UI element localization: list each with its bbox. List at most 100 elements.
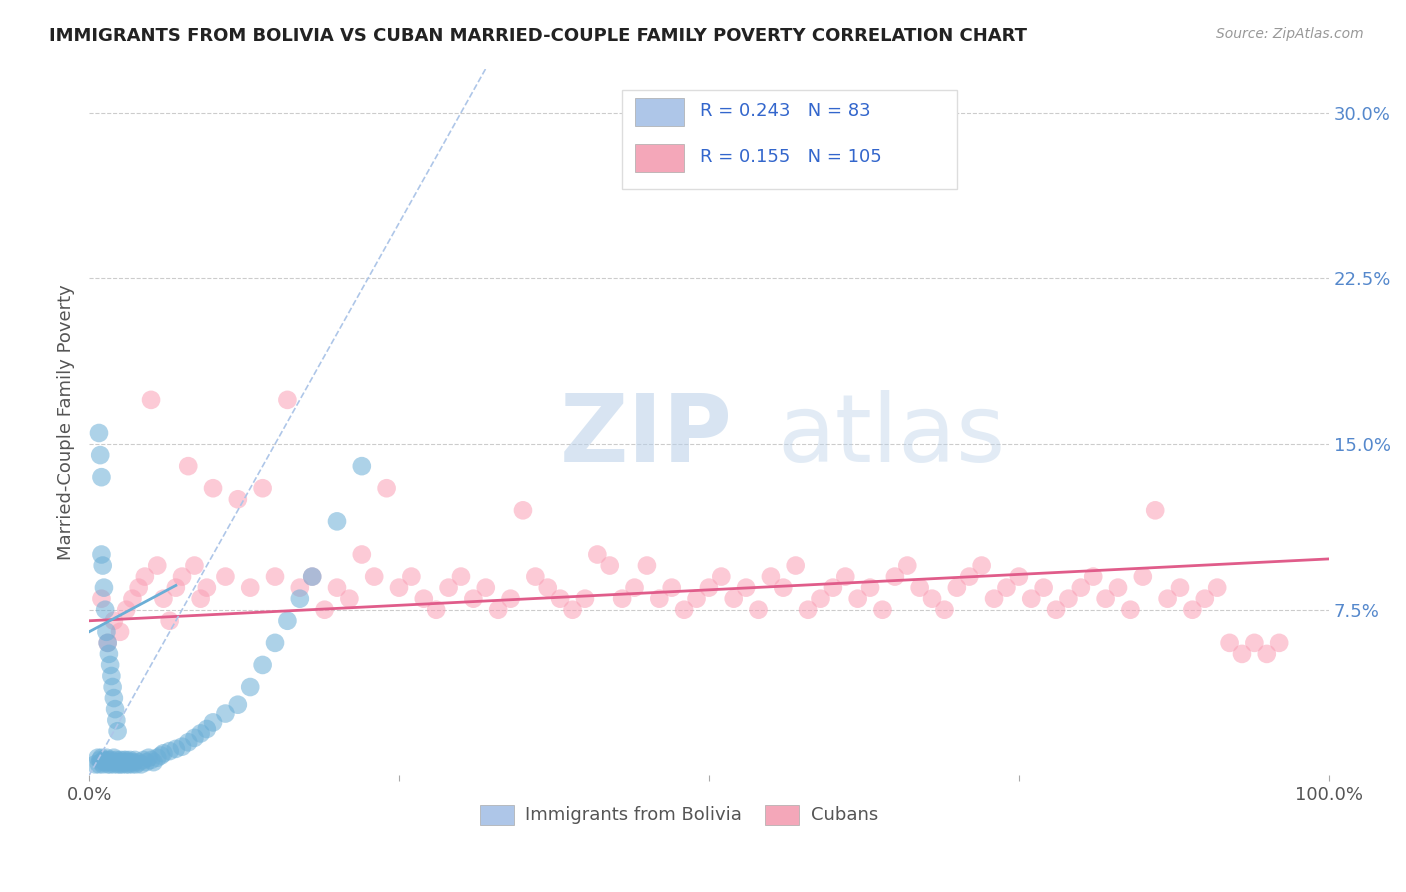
Point (1268, 636, 1291, 650)
Point (108, 753, 131, 767)
Point (1094, 591, 1116, 606)
Point (896, 558, 918, 573)
Point (152, 747, 174, 761)
Text: R = 0.243   N = 83: R = 0.243 N = 83 (700, 102, 870, 120)
Point (264, 569, 287, 583)
Point (226, 698, 249, 712)
Point (239, 581, 262, 595)
Point (195, 722, 218, 736)
Point (103, 750, 125, 764)
FancyBboxPatch shape (765, 805, 800, 825)
Point (375, 481, 398, 495)
Point (146, 558, 169, 573)
Point (1070, 581, 1092, 595)
Point (1243, 636, 1265, 650)
Point (524, 569, 547, 583)
Point (183, 558, 205, 573)
Point (170, 569, 193, 583)
Point (685, 591, 707, 606)
Point (115, 603, 138, 617)
Point (276, 614, 298, 628)
Point (132, 753, 155, 767)
Point (159, 744, 181, 758)
Point (142, 755, 165, 769)
Point (288, 581, 311, 595)
Point (388, 581, 411, 595)
Point (90, 755, 112, 769)
Text: IMMIGRANTS FROM BOLIVIA VS CUBAN MARRIED-COUPLE FAMILY POVERTY CORRELATION CHART: IMMIGRANTS FROM BOLIVIA VS CUBAN MARRIED… (49, 27, 1028, 45)
Point (226, 492, 249, 507)
Point (412, 591, 434, 606)
Point (1168, 581, 1191, 595)
FancyBboxPatch shape (634, 145, 685, 172)
Point (202, 715, 225, 730)
Point (100, 669, 122, 683)
Point (107, 724, 129, 739)
Point (97, 636, 120, 650)
Point (165, 581, 187, 595)
Point (946, 581, 969, 595)
Point (995, 581, 1018, 595)
Point (252, 481, 274, 495)
Text: Immigrants from Bolivia: Immigrants from Bolivia (526, 806, 742, 824)
Point (934, 603, 956, 617)
Point (1008, 569, 1031, 583)
Point (735, 581, 758, 595)
Point (104, 755, 127, 769)
Point (1206, 581, 1229, 595)
Point (214, 706, 236, 721)
Point (623, 581, 645, 595)
Point (108, 624, 131, 639)
FancyBboxPatch shape (621, 90, 957, 189)
Point (834, 569, 856, 583)
Point (94, 603, 117, 617)
Point (810, 591, 832, 606)
Point (252, 657, 274, 672)
Point (93, 753, 115, 767)
Point (115, 757, 138, 772)
Point (118, 753, 141, 767)
Point (159, 614, 181, 628)
Point (97, 636, 120, 650)
Point (177, 459, 200, 474)
Point (908, 581, 931, 595)
Point (1256, 647, 1278, 661)
Point (239, 680, 262, 694)
Point (859, 581, 882, 595)
Point (103, 691, 125, 706)
Point (883, 569, 905, 583)
Point (90, 548, 112, 562)
Point (89, 753, 111, 767)
Point (90, 470, 112, 484)
Point (87, 757, 110, 772)
Point (139, 753, 162, 767)
Point (90, 750, 112, 764)
Point (1019, 591, 1042, 606)
Point (94, 755, 117, 769)
Point (610, 591, 633, 606)
Point (165, 742, 187, 756)
Point (100, 753, 122, 767)
Point (574, 591, 596, 606)
Point (108, 757, 131, 772)
Point (276, 392, 298, 407)
Point (1156, 591, 1178, 606)
Point (673, 603, 696, 617)
Point (401, 569, 423, 583)
Point (98, 657, 121, 672)
Y-axis label: Married-Couple Family Poverty: Married-Couple Family Poverty (58, 284, 75, 560)
Point (87, 750, 110, 764)
Point (339, 591, 361, 606)
Point (190, 726, 212, 740)
Point (301, 569, 323, 583)
Point (1083, 569, 1105, 583)
Point (124, 753, 146, 767)
Text: Cubans: Cubans (811, 806, 877, 824)
FancyBboxPatch shape (634, 98, 685, 127)
Point (983, 591, 1005, 606)
Point (103, 757, 125, 772)
Point (1181, 603, 1204, 617)
Point (1230, 647, 1253, 661)
Point (96, 750, 118, 764)
Point (326, 514, 349, 528)
